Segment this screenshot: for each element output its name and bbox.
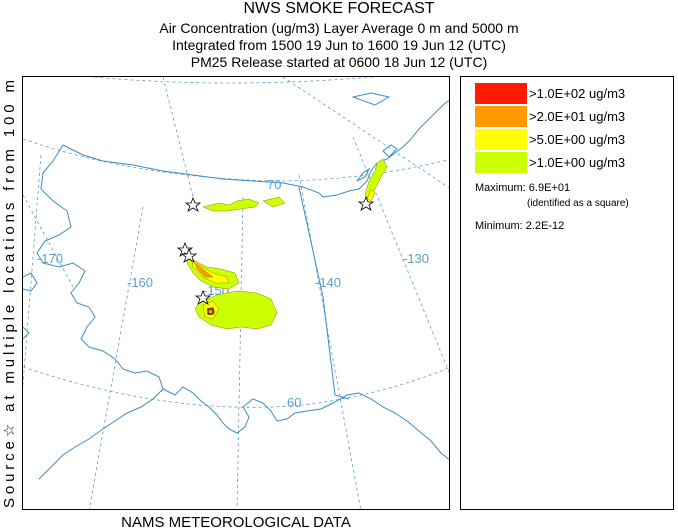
lon-label: -160: [127, 275, 153, 290]
legend-swatch: [475, 83, 527, 104]
meridian-line: [23, 154, 42, 389]
meridian-line: [236, 196, 244, 509]
legend-swatch: [475, 129, 527, 150]
maximum-square-icon: [207, 308, 214, 315]
lon-label: -170: [37, 251, 63, 266]
meridian-line: [162, 77, 194, 198]
parallel-line: [23, 366, 449, 408]
smoke-map[interactable]: -170 -160 -150 -140 -130 70 60: [22, 76, 450, 510]
smoke-plume-south: [194, 290, 278, 330]
star-icon[interactable]: [357, 195, 375, 211]
legend-swatch: [475, 152, 527, 173]
smoke-plume-yukon-core: [366, 188, 376, 202]
lat-label: 70: [267, 177, 281, 192]
greenland-coast: [351, 92, 391, 106]
meteorological-data-footer: NAMS METEOROLOGICAL DATA: [121, 514, 351, 531]
meridian-line: [88, 206, 144, 509]
coastline: [23, 92, 449, 480]
map-canvas: -170 -160 -150 -140 -130 70 60: [23, 77, 449, 509]
legend-label: >1.0E+02 ug/m3: [529, 86, 626, 101]
latitude-labels: 70 60: [267, 177, 301, 410]
parallel-lines: [23, 77, 449, 408]
canada-coast: [322, 99, 449, 198]
lon-label: -130: [403, 251, 429, 266]
integration-period: Integrated from 1500 19 Jun to 1600 19 J…: [172, 37, 506, 53]
maximum-note: (identified as a square): [527, 198, 629, 209]
meridian-line: [352, 136, 449, 374]
legend-label: >5.0E+00 ug/m3: [529, 132, 626, 147]
lat-label: 60: [287, 395, 301, 410]
legend-panel: >1.0E+02 ug/m3 >2.0E+01 ug/m3 >5.0E+00 u…: [460, 76, 674, 510]
alaska-coast: [23, 144, 449, 480]
legend-swatch: [475, 106, 527, 127]
concentration-subtitle: Air Concentration (ug/m3) Layer Average …: [159, 20, 519, 36]
smoke-plumes: [186, 158, 388, 330]
meridian-lines: [23, 77, 449, 509]
parallel-line: [88, 77, 378, 84]
smoke-plume-central: [186, 252, 240, 290]
alaska-canada-border: [298, 186, 350, 400]
smoke-plume-central-20: [194, 262, 214, 278]
minimum-value: Minimum: 2.2E-12: [475, 220, 565, 232]
maximum-value: Maximum: 6.9E+01: [475, 182, 571, 194]
parallel-line: [23, 138, 449, 182]
source-markers: [176, 195, 375, 305]
star-icon[interactable]: [184, 196, 202, 212]
source-side-label: Source☆ at multiple locations from 100 m: [0, 72, 18, 512]
meridian-line: [298, 174, 362, 509]
smoke-plume-north-2: [262, 196, 286, 208]
release-info: PM25 Release started at 0600 18 Jun 12 (…: [190, 54, 488, 70]
forecast-title: NWS SMOKE FORECAST: [243, 0, 435, 17]
legend-label: >2.0E+01 ug/m3: [529, 109, 626, 124]
smoke-plume-central-5: [190, 256, 230, 284]
smoke-plume-north: [202, 198, 260, 212]
star-icon[interactable]: [194, 289, 212, 305]
legend-label: >1.0E+00 ug/m3: [529, 155, 626, 170]
lon-label: -140: [315, 275, 341, 290]
star-icon[interactable]: [180, 247, 198, 263]
meridian-line: [282, 77, 449, 189]
source-side-label-text: Source☆ at multiple locations from 100 m: [1, 80, 18, 508]
